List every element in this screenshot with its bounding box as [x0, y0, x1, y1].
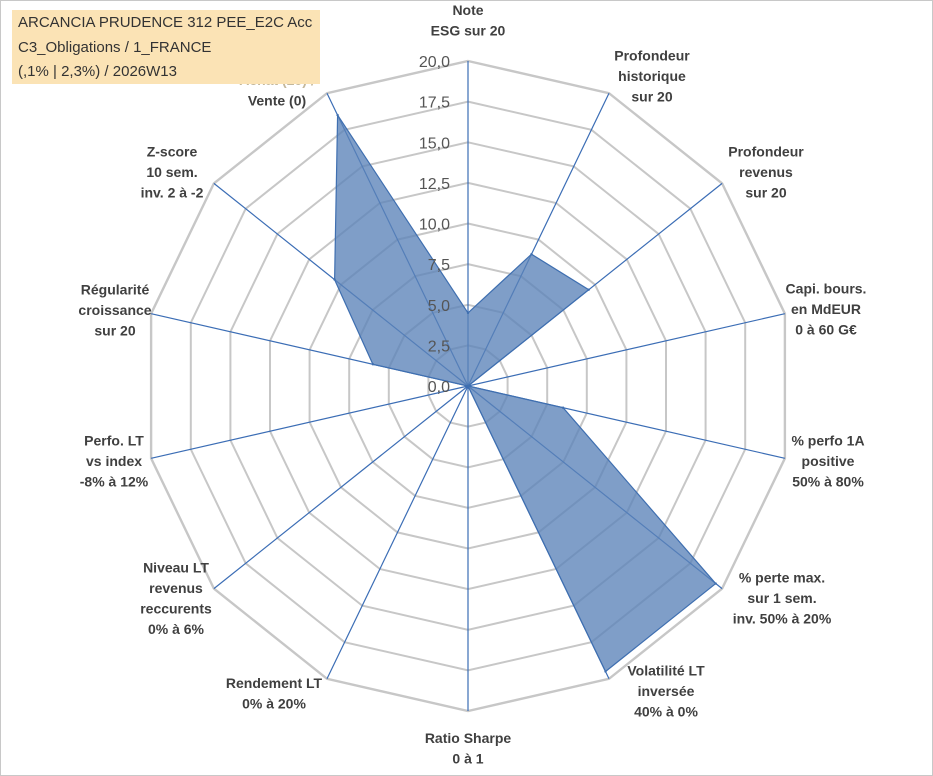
axis-label-10-line-2: -8% à 12%: [80, 474, 149, 490]
axis-label-2-line-0: Profondeur: [728, 144, 804, 160]
axis-label-6: Volatilité LT inversée 40% à 0%: [627, 663, 705, 720]
chart-title-line-2: C3_Obligations / 1_FRANCE: [18, 39, 212, 56]
axis-label-5-line-0: % perte max.: [739, 570, 825, 586]
axis-label-3-line-0: Capi. bours.: [786, 281, 867, 297]
axis-label-7: Ratio Sharpe 0 à 1: [425, 730, 512, 767]
series-point-6: [604, 670, 607, 673]
axis-label-10-line-0: Perfo. LT: [84, 433, 144, 449]
axis-label-9: Niveau LT revenus reccurents 0% à 6%: [140, 559, 212, 637]
series-point-2: [587, 288, 590, 291]
tick-label-2: 5,0: [428, 298, 450, 315]
series-point-5: [714, 582, 717, 585]
radar-tick-labels: 0,0 2,5 5,0 7,5 10,0 12,5 15,0 17,5 20,0: [419, 54, 450, 396]
axis-label-12: Z-score 10 sem. inv. 2 à -2: [141, 144, 204, 201]
axis-label-2: Profondeur revenus sur 20: [728, 144, 804, 201]
axis-label-1-line-2: sur 20: [631, 89, 672, 105]
axis-label-5-line-1: sur 1 sem.: [747, 590, 816, 606]
tick-label-0: 0,0: [428, 379, 450, 396]
axis-label-11-line-2: sur 20: [94, 323, 135, 339]
axis-label-3-line-1: en MdEUR: [791, 301, 861, 317]
axis-label-11: Régularité croissance sur 20: [78, 282, 151, 339]
axis-label-7-line-0: Ratio Sharpe: [425, 730, 512, 746]
tick-label-5: 12,5: [419, 176, 450, 193]
axis-label-8-line-0: Rendement LT: [226, 675, 323, 691]
axis-label-6-line-2: 40% à 0%: [634, 704, 698, 720]
axis-label-7-line-1: 0 à 1: [452, 750, 483, 766]
spoke-9: [213, 385, 469, 590]
axis-label-12-line-1: 10 sem.: [146, 164, 197, 180]
radar-axis-labels: Note ESG sur 20 Profondeur historique sur 20…: [78, 2, 867, 767]
axis-label-10: Perfo. LT vs index -8% à 12%: [80, 433, 149, 490]
series-point-0: [466, 311, 470, 315]
tick-label-7: 17,5: [419, 95, 450, 112]
axis-label-11-line-1: croissance: [78, 302, 151, 318]
axis-label-2-line-1: revenus: [739, 164, 793, 180]
axis-label-4-line-1: positive: [802, 453, 855, 469]
axis-label-9-line-1: revenus: [149, 580, 203, 596]
axis-label-1: Profondeur historique sur 20: [614, 48, 690, 105]
tick-label-3: 7,5: [428, 257, 450, 274]
chart-title-line-3: (,1% | 2,3%) / 2026W13: [18, 63, 177, 80]
spoke-3: [467, 313, 786, 387]
tick-label-8: 20,0: [419, 54, 450, 71]
chart-title-box: ARCANCIA PRUDENCE 312 PEE_E2C Acc C3_Obl…: [12, 10, 320, 84]
axis-label-8-line-1: 0% à 20%: [242, 695, 306, 711]
series-area: [333, 113, 717, 673]
axis-label-12-line-0: Z-score: [147, 144, 198, 160]
axis-label-5: % perte max. sur 1 sem. inv. 50% à 20%: [733, 570, 832, 627]
chart-title-line-1: ARCANCIA PRUDENCE 312 PEE_E2C Acc: [18, 14, 313, 31]
axis-label-1-line-0: Profondeur: [614, 48, 690, 64]
series-point-11: [371, 363, 375, 366]
tick-label-1: 2,5: [428, 338, 450, 355]
axis-label-6-line-1: inversée: [638, 683, 695, 699]
axis-label-4-line-0: % perfo 1A: [791, 433, 864, 449]
radar-series: [333, 113, 717, 673]
axis-label-3: Capi. bours. en MdEUR 0 à 60 G€: [786, 281, 867, 338]
axis-label-4-line-2: 50% à 80%: [792, 474, 864, 490]
spoke-8: [326, 385, 469, 680]
series-point-12: [333, 278, 336, 281]
axis-label-6-line-0: Volatilité LT: [627, 663, 705, 679]
series-point-1: [530, 253, 533, 256]
axis-label-3-line-2: 0 à 60 G€: [795, 322, 857, 338]
axis-label-9-line-3: 0% à 6%: [148, 621, 205, 637]
axis-label-5-line-2: inv. 50% à 20%: [733, 611, 832, 627]
axis-label-11-line-0: Régularité: [81, 282, 150, 298]
spoke-10: [150, 385, 469, 459]
tick-label-4: 10,0: [419, 217, 450, 234]
tick-label-6: 15,0: [419, 135, 450, 152]
axis-label-1-line-1: historique: [618, 68, 686, 84]
axis-label-10-line-1: vs index: [86, 453, 142, 469]
series-point-4: [561, 406, 565, 409]
axis-label-9-line-2: reccurents: [140, 600, 212, 616]
series-point-10: [466, 384, 470, 388]
axis-label-0-line-0: Note: [452, 2, 483, 18]
axis-label-4: % perfo 1A positive 50% à 80%: [791, 433, 864, 490]
axis-label-0: Note ESG sur 20: [431, 2, 506, 39]
axis-label-12-line-2: inv. 2 à -2: [141, 185, 204, 201]
axis-label-9-line-0: Niveau LT: [143, 559, 209, 575]
axis-label-8: Rendement LT 0% à 20%: [226, 675, 323, 712]
axis-label-13-line-2: Vente (0): [248, 93, 306, 109]
axis-label-0-line-1: ESG sur 20: [431, 22, 506, 38]
series-point-13: [336, 113, 339, 117]
axis-label-2-line-2: sur 20: [745, 185, 786, 201]
